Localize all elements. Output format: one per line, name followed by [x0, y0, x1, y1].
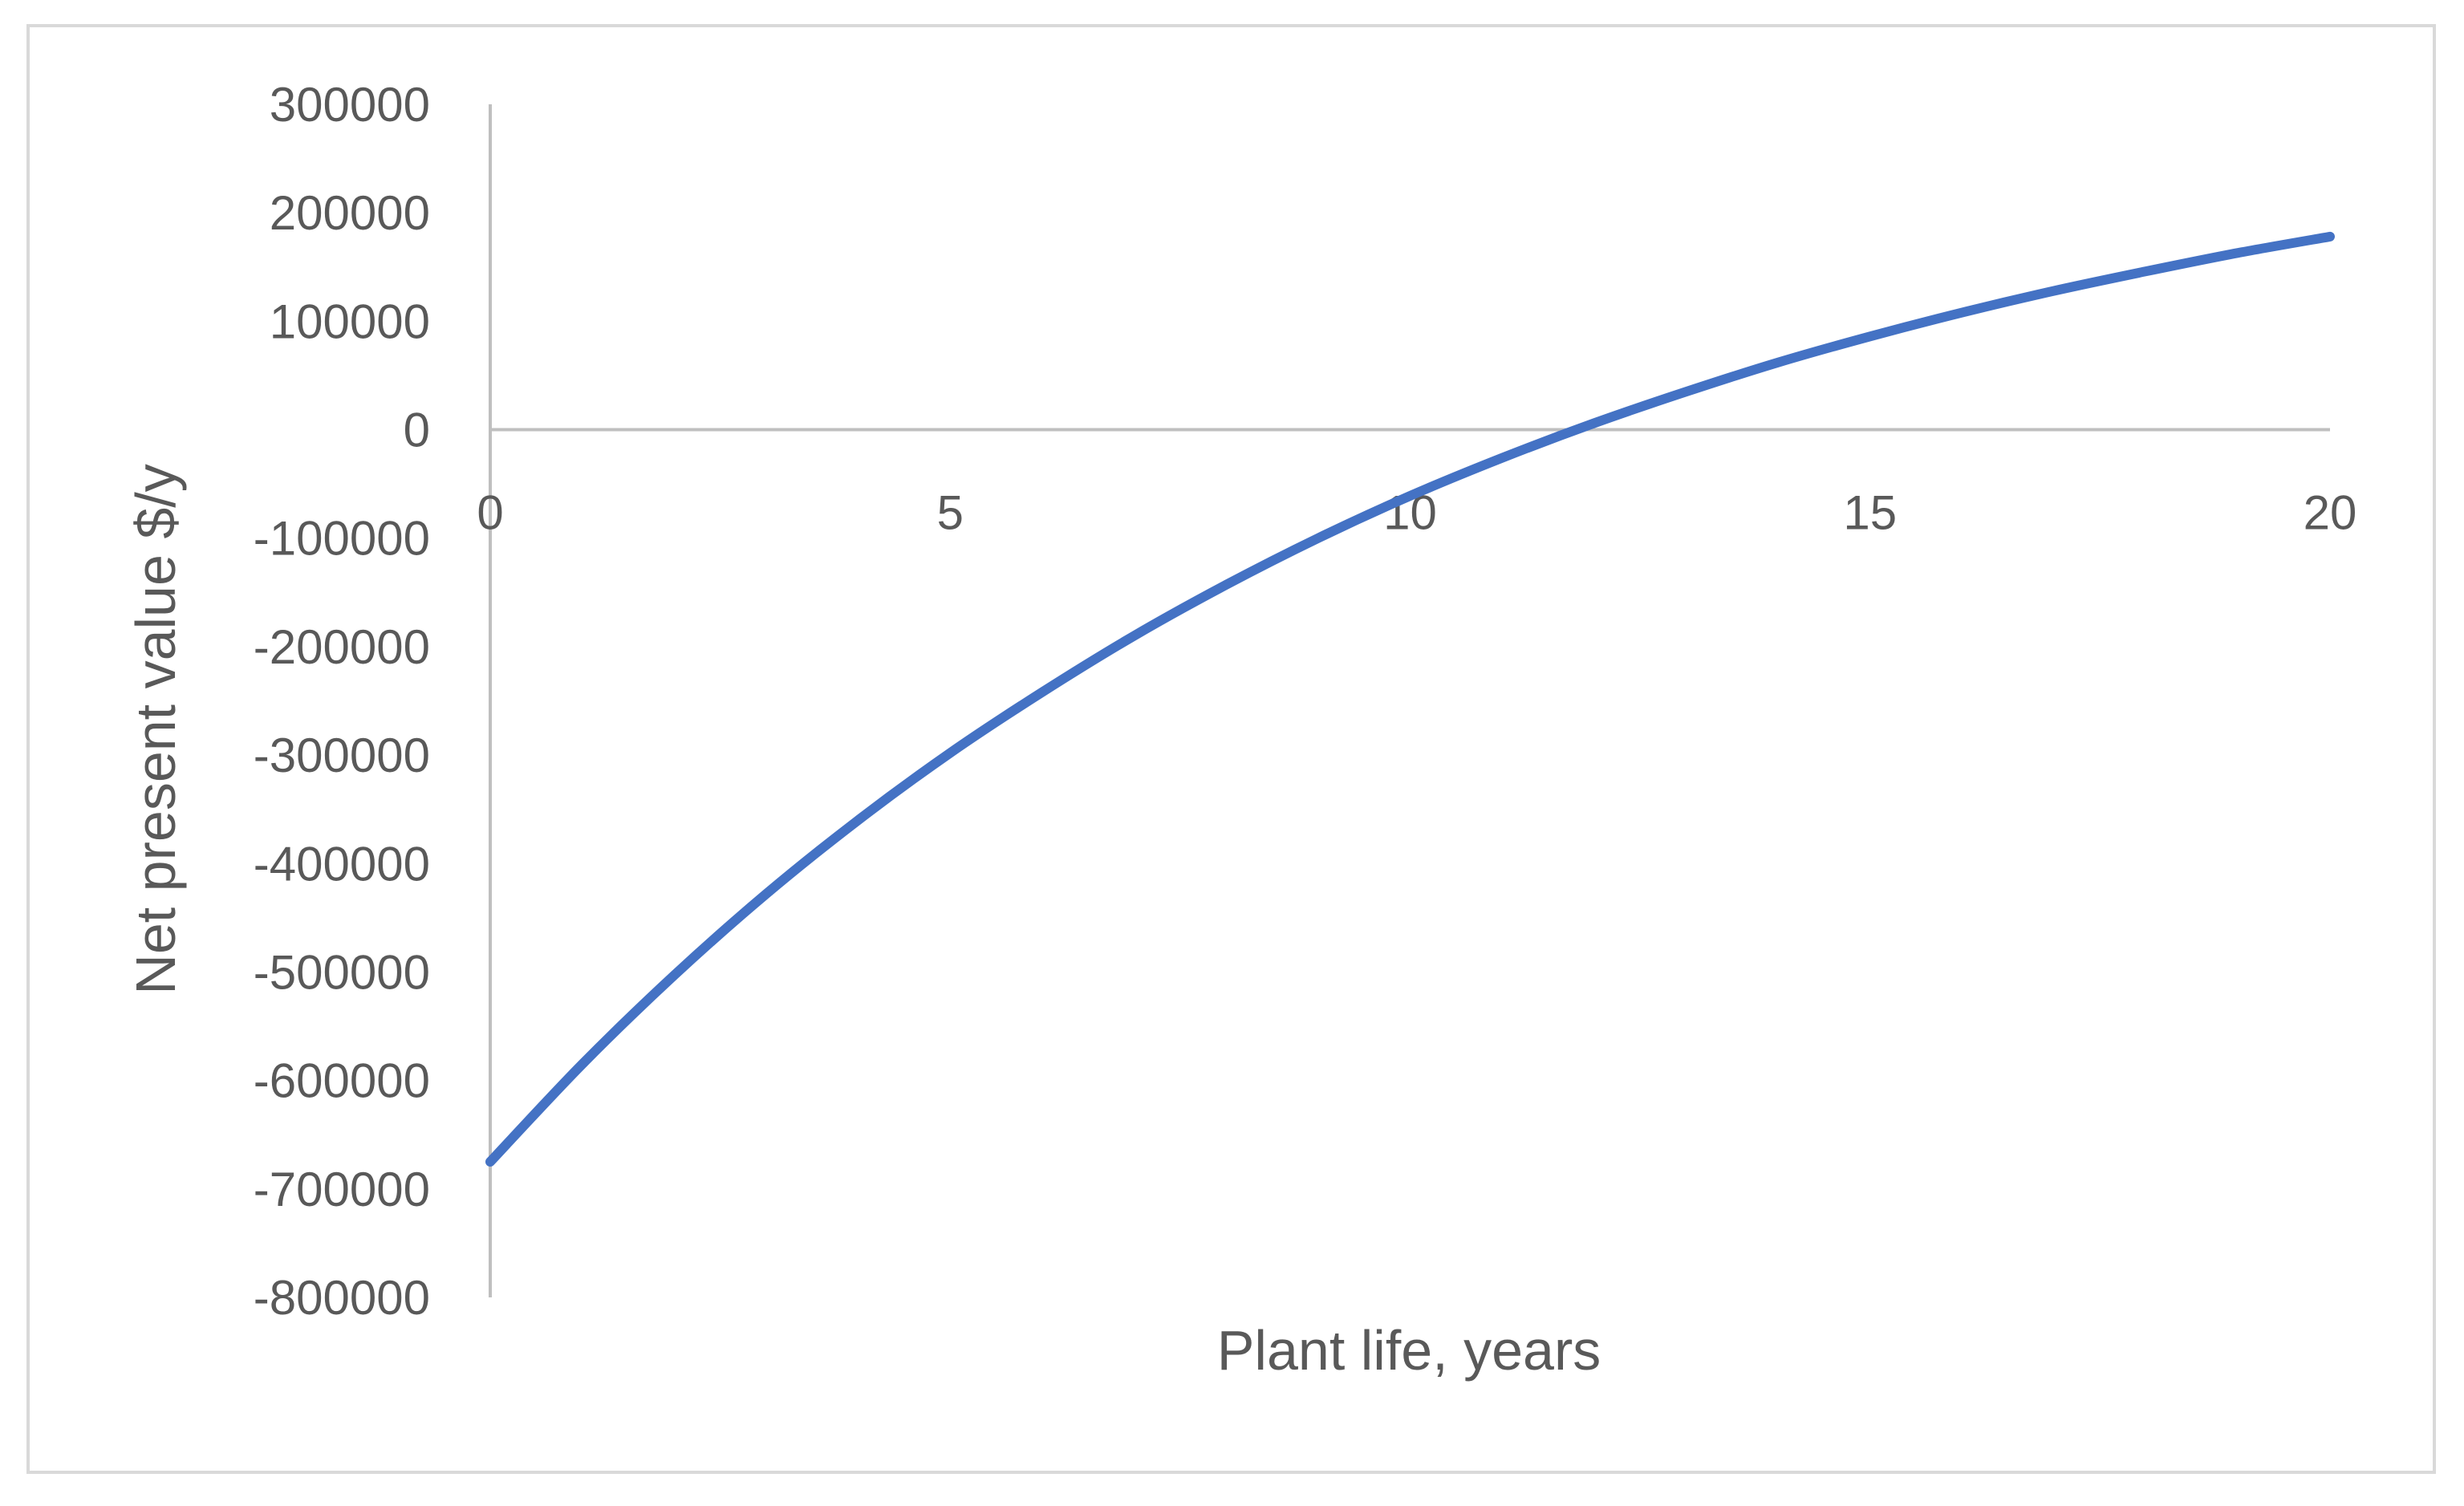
- y-tick-label: 100000: [270, 294, 430, 348]
- x-axis-title: Plant life, years: [1217, 1319, 1601, 1382]
- x-tick-label: 15: [1843, 486, 1897, 540]
- y-tick-label: -400000: [254, 837, 430, 891]
- series-lines: [485, 231, 2335, 1167]
- x-tick-label: 20: [2304, 486, 2357, 540]
- y-tick-label: -800000: [254, 1271, 430, 1325]
- y-tick-label: -300000: [254, 729, 430, 782]
- y-tick-label: -200000: [254, 620, 430, 674]
- y-axis-title: Net present value $/y: [124, 464, 187, 994]
- y-tick-label: 0: [404, 404, 430, 457]
- y-tick-label: -100000: [254, 512, 430, 566]
- y-tick-label: 200000: [270, 186, 430, 240]
- y-tick-label: -700000: [254, 1163, 430, 1216]
- y-tick-label: -500000: [254, 945, 430, 999]
- y-tick-label: 300000: [270, 78, 430, 132]
- y-tick-label: -600000: [254, 1054, 430, 1108]
- tick-labels: 300000 200000 100000 0 -100000 -200000 -300000…: [254, 78, 2357, 1325]
- series-line: [485, 231, 2335, 1167]
- axes: [489, 104, 2330, 1297]
- x-tick-label: 5: [937, 486, 964, 540]
- chart-frame: [26, 24, 2436, 1474]
- x-tick-label: 0: [477, 486, 503, 540]
